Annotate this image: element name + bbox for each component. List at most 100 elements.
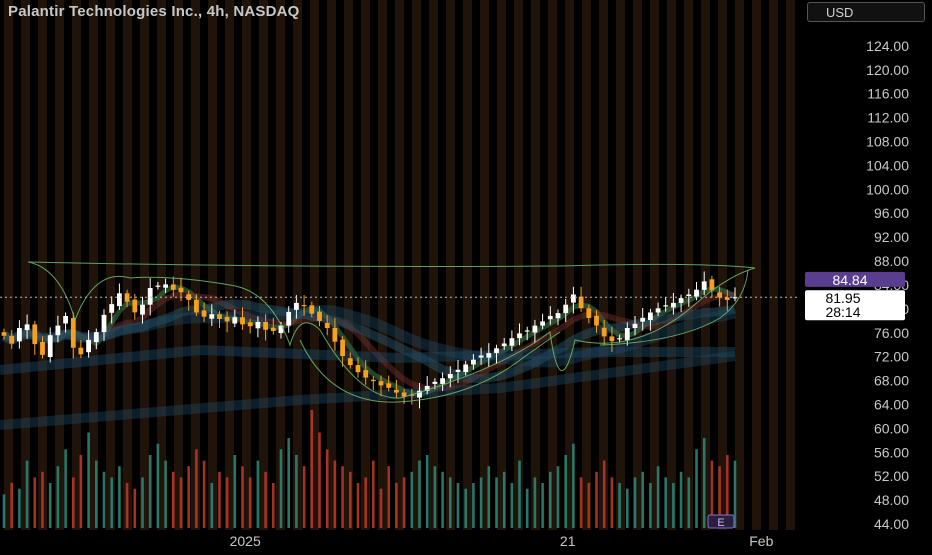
candle-body (709, 279, 715, 291)
volume-bar (556, 466, 560, 528)
earnings-marker-label: E (717, 517, 724, 529)
volume-bar (256, 460, 260, 528)
candle-body (217, 314, 222, 319)
candle-body (524, 330, 530, 332)
candle-body (186, 294, 192, 300)
candle-body (594, 315, 599, 326)
price-tick-label: 120.00 (866, 62, 909, 78)
price-tick-label: 52.00 (874, 468, 909, 484)
session-stripe (259, 0, 268, 530)
candle-body (363, 370, 369, 378)
volume-bar (210, 483, 214, 528)
price-tick-label: 116.00 (867, 86, 909, 102)
candle-body (201, 310, 207, 317)
session-stripe (310, 0, 319, 530)
volume-bar (579, 477, 583, 528)
price-tick-label: 100.00 (866, 181, 909, 197)
price-tick-label: 72.00 (874, 349, 909, 365)
time-tick-label: 2025 (230, 533, 261, 549)
volume-bar (133, 488, 137, 528)
volume-bar (248, 477, 252, 528)
candle-body (163, 284, 168, 288)
price-axis[interactable]: 124.00 120.00 116.00 112.00 108.00 104.00 100.… (866, 38, 909, 532)
candle-body (140, 304, 145, 315)
volume-bar (602, 460, 606, 528)
session-stripe (480, 0, 489, 530)
session-stripe (514, 0, 523, 530)
session-stripe (38, 0, 47, 530)
time-axis[interactable]: 2025 21 Feb (230, 533, 774, 549)
volume-bar (502, 471, 506, 528)
volume-bar (341, 466, 344, 528)
candle-body (270, 327, 276, 331)
session-stripe (667, 0, 676, 530)
candle-body (117, 293, 122, 307)
candle-body (555, 313, 561, 319)
candle-body (517, 333, 522, 339)
high-price-badge (805, 271, 905, 287)
candle-body (86, 339, 91, 353)
candle-body (294, 302, 299, 310)
countdown-text: 28:14 (825, 304, 860, 320)
candle-body (440, 378, 445, 384)
volume-bar (164, 460, 167, 528)
session-stripe (718, 0, 727, 530)
price-tick-label: 56.00 (874, 444, 909, 460)
time-tick-label: Feb (749, 533, 773, 549)
candle-body (9, 335, 15, 344)
volume-bar (541, 483, 544, 528)
volume-bar (479, 477, 483, 528)
candle-body (717, 292, 722, 298)
volume-bar (272, 483, 275, 528)
currency-selector[interactable]: USD (807, 2, 925, 22)
volume-bar (241, 466, 244, 528)
volume-bar (641, 471, 644, 528)
candle-body (370, 379, 376, 382)
volume-bar (372, 460, 375, 528)
session-stripe (531, 0, 540, 530)
session-stripe (293, 0, 302, 530)
volume-bar (364, 477, 367, 528)
time-axis-band (0, 530, 932, 550)
candle-body (63, 316, 68, 324)
price-tick-label: 96.00 (874, 205, 909, 221)
volume-bar (510, 483, 514, 528)
last-price-text: 81.95 (825, 290, 860, 306)
candle-body (317, 311, 322, 321)
candle-body (78, 347, 84, 355)
candle-body (340, 339, 345, 356)
volume-bar (595, 471, 598, 528)
volume-bar (664, 477, 667, 528)
candle-body (232, 317, 238, 324)
candle-body (494, 348, 499, 354)
volume-bar (433, 466, 437, 528)
session-stripe (463, 0, 472, 530)
volume-bar (87, 432, 90, 528)
candle-body (617, 338, 622, 340)
candle-body (109, 304, 115, 313)
candle-body (401, 392, 407, 397)
cup-handle-outline (27, 261, 756, 399)
volume-bar (279, 449, 283, 528)
candle-body (648, 312, 653, 320)
price-tick-label: 108.00 (866, 134, 909, 150)
volume-bar (148, 455, 152, 528)
volume-bar (310, 410, 314, 528)
moving-average-line (2, 299, 736, 384)
session-stripe (4, 0, 13, 530)
candle-body (178, 287, 184, 293)
session-stripe (344, 0, 353, 530)
candle-body (417, 390, 422, 398)
volume-bar (102, 471, 106, 528)
volume-bar (610, 477, 614, 528)
cup-pattern-drawing (27, 261, 756, 403)
candle-body (578, 296, 584, 309)
candle-body (55, 325, 61, 336)
candle-body (655, 308, 661, 313)
session-stripe (106, 0, 115, 530)
handle-curve (599, 269, 749, 346)
price-tick-label: 112.00 (867, 110, 909, 126)
candle-body (224, 316, 230, 322)
